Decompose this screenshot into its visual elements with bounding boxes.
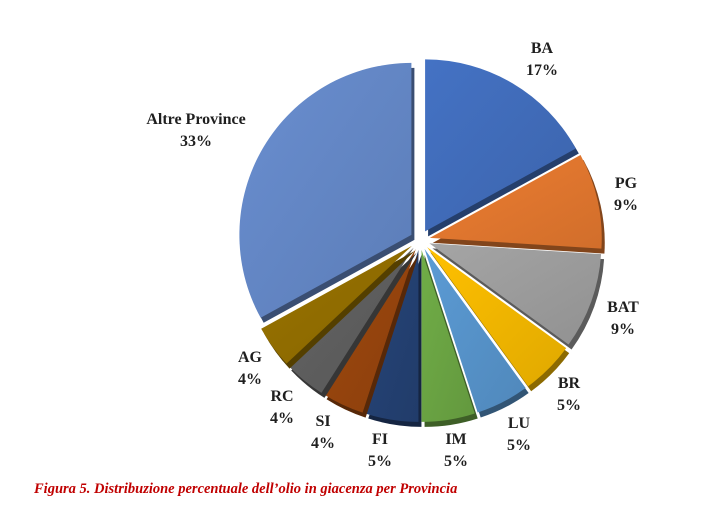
slice-percent-rc: 4% xyxy=(270,410,294,427)
slice-label-lu: LU xyxy=(508,415,531,432)
slice-label-ag: AG xyxy=(238,349,263,366)
pie-chart: BA 17% PG 9% BAT 9% BR 5% LU 5% IM 5% FI 5% SI 4% RC 4% AG… xyxy=(146,40,639,470)
slice-percent-bat: 9% xyxy=(611,321,635,338)
slice-percent-im: 5% xyxy=(444,453,468,470)
slice-label-br: BR xyxy=(558,375,581,392)
slice-percent-fi: 5% xyxy=(368,453,392,470)
slice-label-ba: BA xyxy=(531,40,554,57)
figure-caption: Figura 5. Distribuzione percentuale dell… xyxy=(34,481,458,497)
pie-slice-ag xyxy=(261,245,412,364)
pie-slice-lu xyxy=(424,248,526,413)
pie-slice-br xyxy=(427,247,567,387)
slice-percent-si: 4% xyxy=(311,435,335,452)
slice-percent-br: 5% xyxy=(557,397,581,414)
slice-label-bat: BAT xyxy=(607,299,639,316)
slice-percent-lu: 5% xyxy=(507,437,531,454)
pie-slice-rc xyxy=(288,247,414,393)
slice-label-im: IM xyxy=(445,431,466,448)
slice-percent-ag: 4% xyxy=(238,371,262,388)
pie-slice-bat xyxy=(429,243,602,345)
slice-percent-altre-province: 33% xyxy=(180,133,212,150)
slice-label-si: SI xyxy=(315,413,330,430)
pie-slice-ba xyxy=(425,59,576,232)
slice-percent-ba: 17% xyxy=(526,62,558,79)
pie-slice-im xyxy=(421,249,475,422)
slice-percent-pg: 9% xyxy=(614,197,638,214)
slice-label-altre-province: Altre Province xyxy=(146,111,245,128)
pie-slice-pg xyxy=(429,154,602,249)
slice-label-rc: RC xyxy=(270,388,293,405)
pie-slice-altre-province xyxy=(239,62,412,318)
slice-label-pg: PG xyxy=(615,175,638,192)
slice-label-fi: FI xyxy=(372,431,388,448)
